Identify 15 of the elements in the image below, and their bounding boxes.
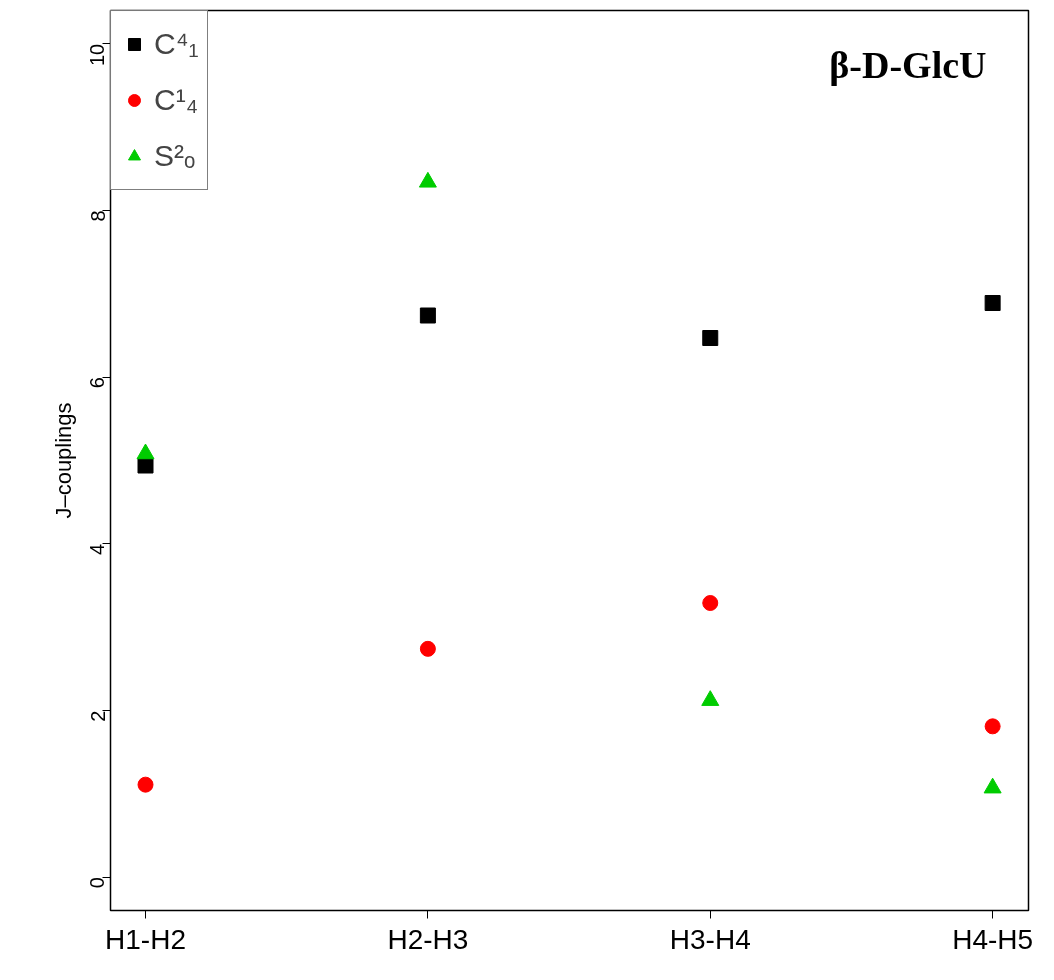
- x-tick-label: H4-H5: [952, 923, 1034, 955]
- y-tick-label: 0: [86, 877, 109, 889]
- text: β-D-GlcU: [829, 43, 987, 86]
- y-tick-label: 4: [86, 543, 109, 555]
- y-tick-label: 2: [86, 710, 109, 722]
- x-tick-label: H2-H3: [387, 923, 469, 955]
- y-tick-label: 6: [86, 377, 109, 389]
- y-tick-label: 8: [86, 210, 109, 222]
- y-axis-title: J–couplings: [50, 402, 76, 519]
- legend-label: C¹₄: [154, 83, 198, 117]
- x-tick-label: H3-H4: [669, 923, 751, 955]
- y-tick-label: 10: [86, 43, 109, 67]
- legend-label: C⁴₁: [154, 27, 199, 61]
- x-tick-label: H1-H2: [105, 923, 186, 955]
- legend-label: S²ₒ: [154, 139, 196, 173]
